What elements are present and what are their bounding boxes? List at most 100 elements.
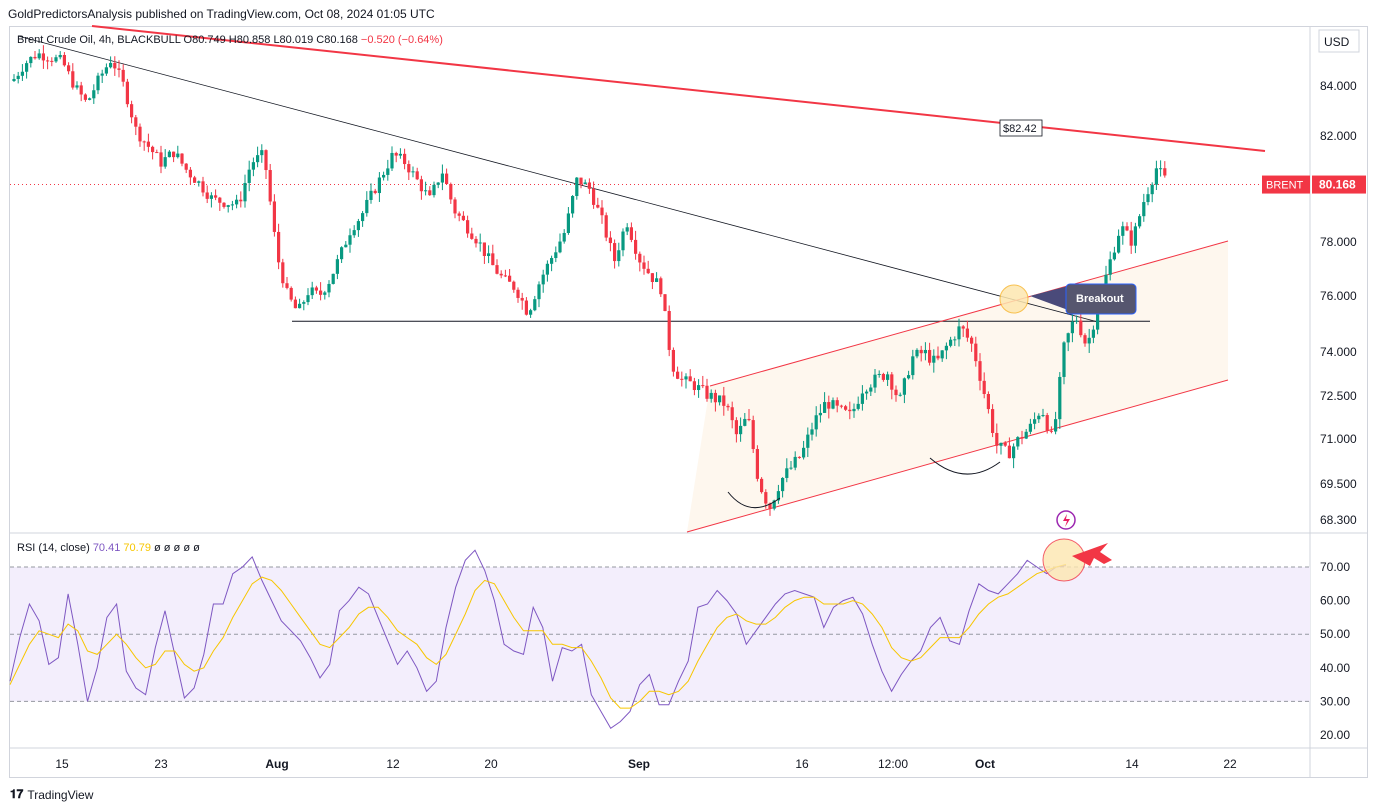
resistance-tag-text: $82.42 <box>1003 123 1037 135</box>
candle-body <box>701 385 705 387</box>
candle-body <box>541 274 545 285</box>
candle-body <box>277 231 281 263</box>
candle-body <box>823 402 827 413</box>
candle-body <box>92 90 96 99</box>
candle-body <box>747 418 751 421</box>
candle-body <box>1062 342 1066 377</box>
candle-body <box>1045 415 1049 431</box>
candle-body <box>340 247 344 260</box>
candle-body <box>1112 252 1116 260</box>
candle-body <box>562 232 566 242</box>
candle-body <box>1142 202 1146 217</box>
candle-body <box>1041 415 1045 417</box>
candle-body <box>411 171 415 173</box>
candle-body <box>1108 259 1112 275</box>
candle-body <box>272 201 276 232</box>
candle-body <box>1091 329 1095 338</box>
candle-body <box>621 231 625 251</box>
price-tick-label: 72.500 <box>1320 389 1357 403</box>
candle-body <box>293 299 297 309</box>
candle-body <box>852 408 856 412</box>
candle-body <box>281 262 285 284</box>
candle-body <box>260 150 264 156</box>
candle-body <box>247 169 251 183</box>
candle-body <box>142 141 146 143</box>
candle-body <box>1117 235 1121 253</box>
candle-body <box>965 328 969 338</box>
candle-body <box>613 243 617 262</box>
candle-body <box>180 153 184 164</box>
candle-body <box>104 67 108 74</box>
breakout-circle <box>999 284 1029 314</box>
time-tick-label: 20 <box>484 757 498 771</box>
candle-body <box>134 117 138 127</box>
candle-body <box>37 53 41 59</box>
candle-body <box>676 371 680 379</box>
candle-body <box>587 182 591 189</box>
candle-body <box>545 263 549 275</box>
candle-body <box>440 173 444 183</box>
candle-body <box>474 238 478 244</box>
candle-body <box>100 73 104 76</box>
candle-body <box>188 169 192 178</box>
candle-body <box>680 378 684 380</box>
candle-body <box>67 65 71 72</box>
candle-body <box>482 242 486 257</box>
candle-body <box>730 407 734 421</box>
candle-body <box>692 381 696 391</box>
symbol-badge-text: BRENT <box>1266 180 1304 192</box>
candle-body <box>264 150 268 171</box>
candle-body <box>302 302 306 304</box>
rsi-legend-rest: ø ø ø ø ø <box>154 542 200 554</box>
candle-body <box>62 54 66 66</box>
candle-body <box>428 190 432 196</box>
candle-body <box>172 151 176 158</box>
candle-body <box>214 195 218 198</box>
rsi-tick-label: 50.00 <box>1320 627 1350 641</box>
candle-body <box>487 253 491 257</box>
candle-body <box>760 478 764 493</box>
candle-body <box>386 168 390 175</box>
candle-body <box>911 356 915 376</box>
candle-body <box>323 292 327 295</box>
candle-body <box>184 163 188 170</box>
candle-body <box>827 402 831 409</box>
candle-body <box>524 300 528 315</box>
bottom-arc-2 <box>929 457 1001 475</box>
candle-body <box>1007 445 1011 459</box>
candle-body <box>1146 194 1150 203</box>
candle-body <box>1138 216 1142 227</box>
candle-body <box>940 350 944 359</box>
candle-body <box>516 289 520 298</box>
candle-body <box>499 273 503 276</box>
candle-body <box>415 171 419 180</box>
candle-body <box>344 244 348 248</box>
channel-upper <box>709 240 1229 387</box>
candle-body <box>1024 431 1028 439</box>
candle-body <box>810 429 814 435</box>
candle-body <box>797 456 801 458</box>
candle-body <box>365 199 369 214</box>
candle-body <box>1163 168 1167 176</box>
candle-body <box>83 94 87 100</box>
candle-body <box>575 177 579 197</box>
candle-body <box>1083 335 1087 344</box>
candle-body <box>58 54 62 58</box>
candle-body <box>352 230 356 236</box>
candle-body <box>335 259 339 274</box>
candle-body <box>655 278 659 282</box>
rsi-tick-label: 30.00 <box>1320 694 1350 708</box>
candle-body <box>625 227 629 232</box>
rsi-legend-ma: 70.79 <box>123 542 151 554</box>
candle-body <box>558 241 562 253</box>
candle-body <box>88 98 92 100</box>
candle-body <box>789 467 793 469</box>
candle-body <box>71 71 75 88</box>
candle-body <box>915 349 919 357</box>
candle-body <box>659 278 663 295</box>
candle-body <box>571 196 575 214</box>
time-tick-label: 14 <box>1125 757 1139 771</box>
candle-body <box>936 355 940 359</box>
candle-body <box>974 343 978 362</box>
